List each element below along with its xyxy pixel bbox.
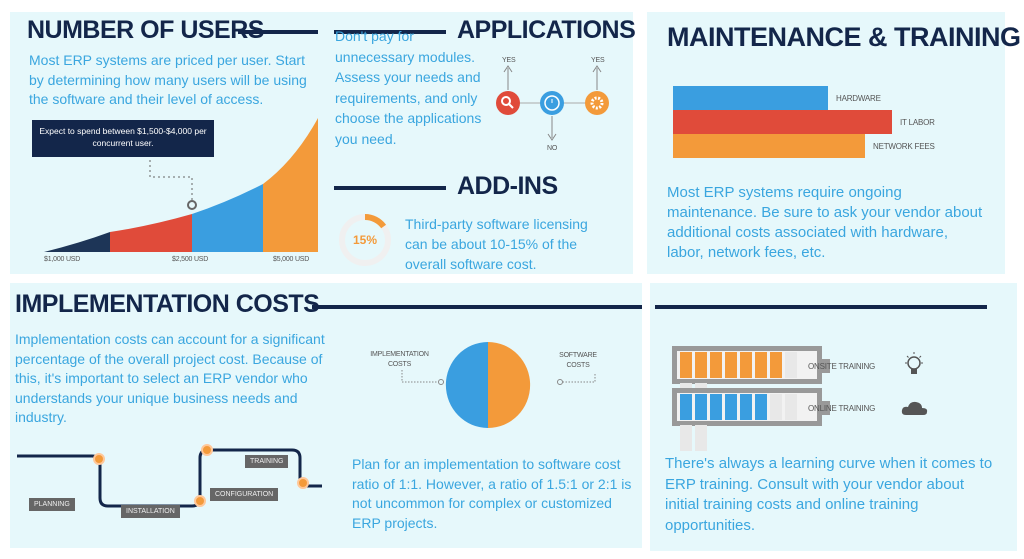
battery-cell <box>740 352 752 378</box>
axis-label-1: $1,000 USD <box>44 256 81 263</box>
bar-label: HARDWARE <box>836 94 881 103</box>
battery-cell <box>695 394 707 420</box>
clock-icon <box>540 91 564 115</box>
curve-segment-4 <box>263 118 318 252</box>
battery-cell <box>710 394 722 420</box>
training-text: There's always a learning curve when it … <box>665 455 993 534</box>
addins-title: ADD-INS <box>457 172 558 200</box>
users-cost-curve <box>44 118 318 252</box>
step-training: TRAINING <box>245 455 289 468</box>
battery-cell <box>695 425 707 451</box>
search-icon <box>496 91 520 115</box>
battery-cell <box>680 425 692 451</box>
applications-text: Don't pay for unnecessary modules. Asses… <box>335 28 482 147</box>
battery-terminal <box>822 359 830 373</box>
pie-slice-software <box>488 342 531 428</box>
pie-slice-implementation <box>445 342 488 428</box>
maintenance-title: MAINTENANCE & TRAINING <box>667 22 1021 52</box>
step-configuration: CONFIGURATION <box>210 488 279 501</box>
implementation-text: Implementation costs can account for a s… <box>15 331 325 425</box>
curve-segment-2 <box>110 214 192 252</box>
battery-cell <box>710 352 722 378</box>
battery-cell <box>755 352 767 378</box>
yes-label: YES <box>591 57 605 64</box>
pie-label-software: SOFTWARE COSTS <box>559 352 597 369</box>
battery-cell <box>770 352 782 378</box>
battery-0 <box>672 346 830 409</box>
curve-segment-1 <box>44 232 110 252</box>
addins-donut <box>339 214 391 266</box>
battery-terminal <box>822 401 830 415</box>
step-installation: INSTALLATION <box>121 505 180 518</box>
battery-cell <box>680 394 692 420</box>
donut-arc <box>339 214 391 266</box>
divider <box>334 186 446 190</box>
implementation-title: IMPLEMENTATION COSTS <box>15 290 320 318</box>
step-planning: PLANNING <box>29 498 75 511</box>
battery-cell <box>680 352 692 378</box>
gear-icon <box>585 91 609 115</box>
bar-network-fees <box>673 134 865 158</box>
divider <box>655 305 987 309</box>
online-training-label: ONLINE TRAINING <box>808 404 876 413</box>
ratio-text: Plan for an implementation to software c… <box>352 456 632 531</box>
battery-cell <box>725 394 737 420</box>
maintenance-text: Most ERP systems require ongoing mainten… <box>667 184 983 261</box>
callout-box: Expect to spend between $1,500-$4,000 pe… <box>32 120 214 157</box>
battery-cell <box>785 394 797 420</box>
divider <box>238 30 318 34</box>
applications-title: APPLICATIONS <box>457 16 636 44</box>
battery-cell <box>770 394 782 420</box>
addins-percent: 15% <box>352 233 378 247</box>
bar-label: NETWORK FEES <box>873 142 935 151</box>
applications-flow <box>496 65 609 141</box>
no-label: NO <box>547 145 558 152</box>
battery-cell <box>785 352 797 378</box>
bar-it-labor <box>673 110 892 134</box>
users-title: NUMBER OF USERS <box>27 16 264 44</box>
implementation-panel <box>10 283 642 548</box>
divider <box>312 305 642 309</box>
callout-connector <box>149 160 193 200</box>
curve-segment-3 <box>192 184 263 252</box>
yes-label: YES <box>502 57 516 64</box>
battery-cell <box>695 352 707 378</box>
callout-marker <box>187 200 197 210</box>
divider <box>334 30 446 34</box>
lightbulb-icon <box>905 352 923 374</box>
onsite-training-label: ONSITE TRAINING <box>808 362 876 371</box>
battery-cell <box>725 352 737 378</box>
axis-label-2: $2,500 USD <box>172 256 209 263</box>
addins-text: Third-party software licensing can be ab… <box>405 216 588 272</box>
users-text: Most ERP systems are priced per user. St… <box>29 52 307 107</box>
implementation-roadmap <box>17 444 322 508</box>
cloud-icon <box>901 401 928 415</box>
pie-label-implementation: IMPLEMENTATION COSTS <box>370 351 429 368</box>
axis-label-3: $5,000 USD <box>273 256 310 263</box>
battery-cell <box>740 394 752 420</box>
bar-label: IT LABOR <box>900 118 935 127</box>
battery-cell <box>755 394 767 420</box>
battery-1 <box>672 388 830 451</box>
cost-ratio-pie <box>401 342 596 428</box>
bar-hardware <box>673 86 828 110</box>
